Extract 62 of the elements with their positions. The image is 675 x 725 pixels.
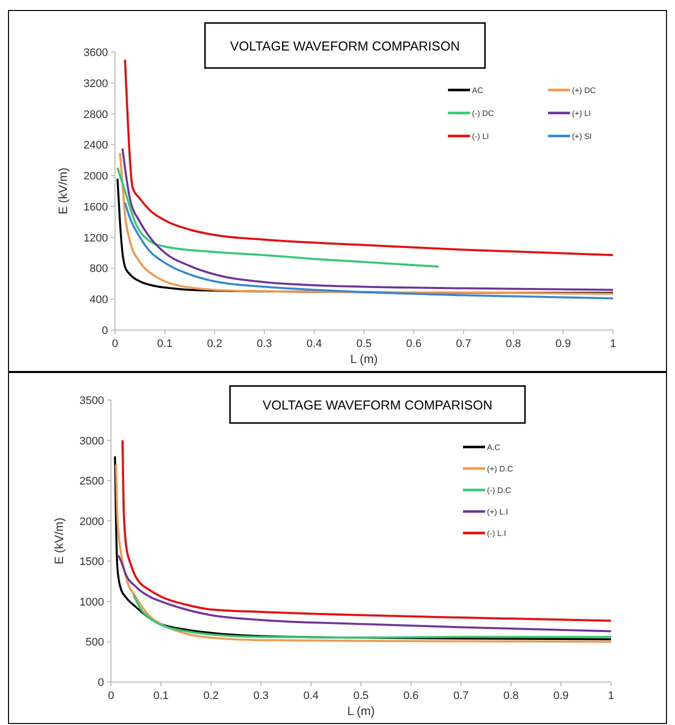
legend-label: (-) L.I: [487, 529, 506, 538]
y-tick-label: 0: [102, 325, 108, 337]
x-tick-label: 0: [112, 338, 118, 350]
x-tick-label: 0.5: [353, 690, 369, 702]
y-tick-label: 500: [86, 636, 104, 649]
x-tick-label: 0.9: [553, 690, 569, 702]
x-tick-label: 0.4: [306, 338, 322, 350]
x-tick-label: 0.2: [203, 690, 219, 702]
y-tick-label: 800: [90, 263, 108, 276]
line-series: [124, 202, 614, 300]
y-tick-label: 2000: [80, 516, 104, 528]
x-tick-label: 0.6: [403, 690, 419, 702]
y-tick-label: 0: [98, 677, 104, 689]
x-tick-label: 0.1: [157, 338, 172, 350]
line-series: [132, 594, 612, 639]
y-tick-label: 2800: [84, 108, 108, 121]
y-tick-label: 1500: [80, 556, 104, 568]
legend-label: (-) D.C: [487, 486, 512, 495]
x-axis-title: L (m): [350, 352, 378, 366]
y-tick-label: 1000: [80, 596, 104, 608]
x-tick-label: 0.8: [506, 338, 522, 350]
x-tick-label: 0.3: [253, 690, 269, 702]
legend-label: (+) D.C: [487, 464, 514, 474]
y-tick-label: 400: [90, 294, 108, 306]
legend-label: (-) DC: [472, 109, 494, 118]
legend-label: (-) LI: [472, 132, 489, 141]
x-tick-label: 0.4: [303, 690, 319, 702]
legend-label: (+) SI: [572, 132, 592, 141]
y-tick-label: 1600: [84, 201, 108, 214]
legend-label: AC: [472, 86, 484, 95]
legend-label: (+) LI: [572, 109, 591, 118]
legend-label: A.C: [487, 443, 501, 452]
y-tick-label: 2000: [84, 170, 108, 183]
x-tick-label: 1: [608, 690, 614, 702]
x-tick-label: 0.1: [153, 690, 169, 702]
line-series: [122, 439, 612, 622]
x-tick-label: 0.3: [256, 338, 272, 350]
y-tick-label: 3600: [84, 47, 108, 59]
y-tick-label: 3500: [80, 395, 104, 407]
line-series: [118, 554, 612, 632]
x-tick-label: 0.8: [503, 690, 519, 702]
x-tick-label: 0.2: [206, 338, 222, 350]
y-axis-title: E (kV/m): [56, 168, 70, 214]
x-tick-label: 0.5: [356, 338, 372, 350]
y-tick-label: 2500: [80, 476, 104, 488]
x-tick-label: 0.9: [556, 338, 571, 350]
line-series: [124, 58, 614, 256]
y-tick-label: 1200: [84, 232, 108, 244]
x-axis-title: L (m): [347, 704, 375, 718]
y-axis-title: E (kV/m): [52, 518, 66, 564]
legend-label: (+) L.I: [487, 508, 508, 516]
legend-label: (+) DC: [572, 86, 596, 95]
x-tick-label: 1: [610, 338, 616, 350]
x-tick-label: 0.7: [456, 338, 472, 350]
chart-title: VOLTAGE WAVEFORM COMPARISON: [230, 38, 460, 54]
y-tick-label: 3200: [84, 78, 108, 90]
line-series: [116, 166, 440, 268]
y-tick-label: 3000: [80, 435, 104, 448]
x-tick-label: 0.6: [406, 338, 422, 350]
x-tick-label: 0.7: [453, 690, 469, 702]
y-tick-label: 2400: [84, 140, 108, 152]
chart-title: VOLTAGE WAVEFORM COMPARISON: [262, 398, 492, 412]
